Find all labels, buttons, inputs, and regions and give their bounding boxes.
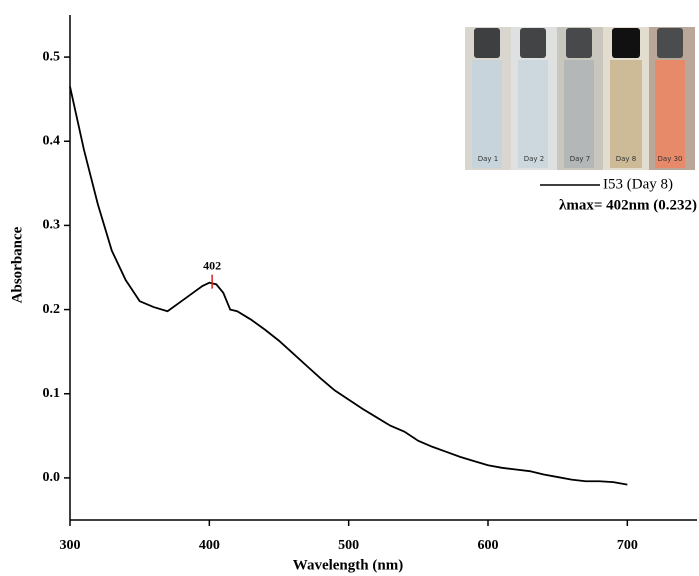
y-tick-label: 0.1 xyxy=(43,386,61,401)
x-tick-label: 300 xyxy=(60,538,81,553)
inset-label: Day 7 xyxy=(570,155,591,163)
inset-label: Day 8 xyxy=(616,155,637,163)
note: λmax= 402nm (0.232) xyxy=(559,197,697,213)
y-axis-title: Absorbance xyxy=(9,226,25,303)
peak-label: 402 xyxy=(203,258,221,272)
x-tick-label: 500 xyxy=(338,538,359,553)
y-tick-label: 0.3 xyxy=(43,218,61,233)
y-tick-label: 0.4 xyxy=(43,133,61,148)
y-tick-label: 0.0 xyxy=(43,470,61,485)
inset-label: Day 2 xyxy=(524,155,545,163)
spectrum-line xyxy=(69,86,628,486)
legend-label: I53 (Day 8) xyxy=(603,176,673,192)
y-tick-label: 0.2 xyxy=(43,302,61,317)
inset-label: Day 30 xyxy=(658,155,683,163)
x-tick-label: 700 xyxy=(617,538,638,553)
x-tick-label: 600 xyxy=(478,538,499,553)
y-tick-label: 0.5 xyxy=(43,49,61,64)
inset-photo xyxy=(465,27,695,170)
x-axis-title: Wavelength (nm) xyxy=(293,557,403,573)
x-tick-label: 400 xyxy=(199,538,220,553)
inset-label: Day 1 xyxy=(478,155,499,163)
